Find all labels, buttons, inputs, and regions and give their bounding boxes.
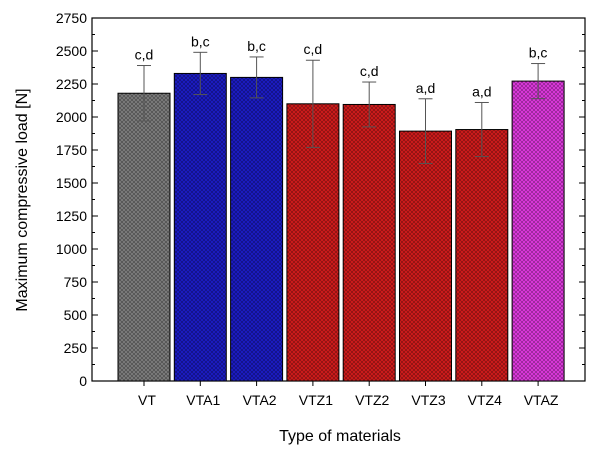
y-tick-label: 2750 [56, 10, 87, 26]
x-tick-label: VTA2 [243, 392, 277, 408]
x-tick-label: VTZ2 [355, 392, 389, 408]
bar-vt [117, 92, 171, 382]
significance-label: a,d [472, 83, 491, 99]
y-tick-label: 250 [64, 340, 88, 356]
error-bars [137, 51, 546, 164]
y-tick-label: 750 [64, 274, 88, 290]
significance-label: c,d [135, 47, 154, 63]
significance-label: b,c [191, 33, 210, 49]
y-tick-label: 500 [64, 307, 88, 323]
bar-vtz3 [399, 130, 452, 382]
significance-label: c,d [304, 41, 323, 57]
y-tick-label: 1500 [56, 175, 87, 191]
x-tick-label: VTAZ [524, 392, 559, 408]
y-axis-title: Maximum compressive load [N] [14, 88, 31, 311]
x-tick-label: VTZ1 [299, 392, 333, 408]
x-tick-label: VTZ4 [468, 392, 502, 408]
significance-label: a,d [416, 80, 435, 96]
y-tick-label: 1000 [56, 241, 87, 257]
x-tick-label: VT [138, 392, 156, 408]
bar-vtz2 [342, 103, 396, 382]
bar-vtz1 [286, 103, 340, 382]
bar-vta2 [230, 76, 284, 382]
bar-vta1 [173, 72, 227, 382]
y-tick-label: 1250 [56, 208, 87, 224]
y-tick-label: 2250 [56, 76, 87, 92]
x-tick-label: VTA1 [186, 392, 220, 408]
bar-vtaz [511, 80, 565, 382]
x-axis: VT VTA1 VTA2 VTZ1 VTZ2 VTZ3 VTZ4 VTAZ [138, 381, 559, 408]
significance-label: b,c [529, 45, 548, 61]
significance-label: c,d [360, 63, 379, 79]
bar-series [117, 72, 565, 382]
x-tick-label: VTZ3 [411, 392, 445, 408]
y-tick-label: 1750 [56, 142, 87, 158]
y-axis: 0 250 500 750 1000 1250 1500 1750 2000 2250 2500 27… [56, 10, 585, 389]
bar-vtz4 [455, 129, 509, 382]
significance-labels: c,d b,c b,c c,d c,d a,d a,d b,c [135, 33, 548, 99]
y-tick-label: 2000 [56, 109, 87, 125]
significance-label: b,c [247, 38, 266, 54]
x-axis-title: Type of materials [279, 428, 401, 445]
y-tick-label: 2500 [56, 43, 87, 59]
y-tick-label: 0 [79, 373, 87, 389]
